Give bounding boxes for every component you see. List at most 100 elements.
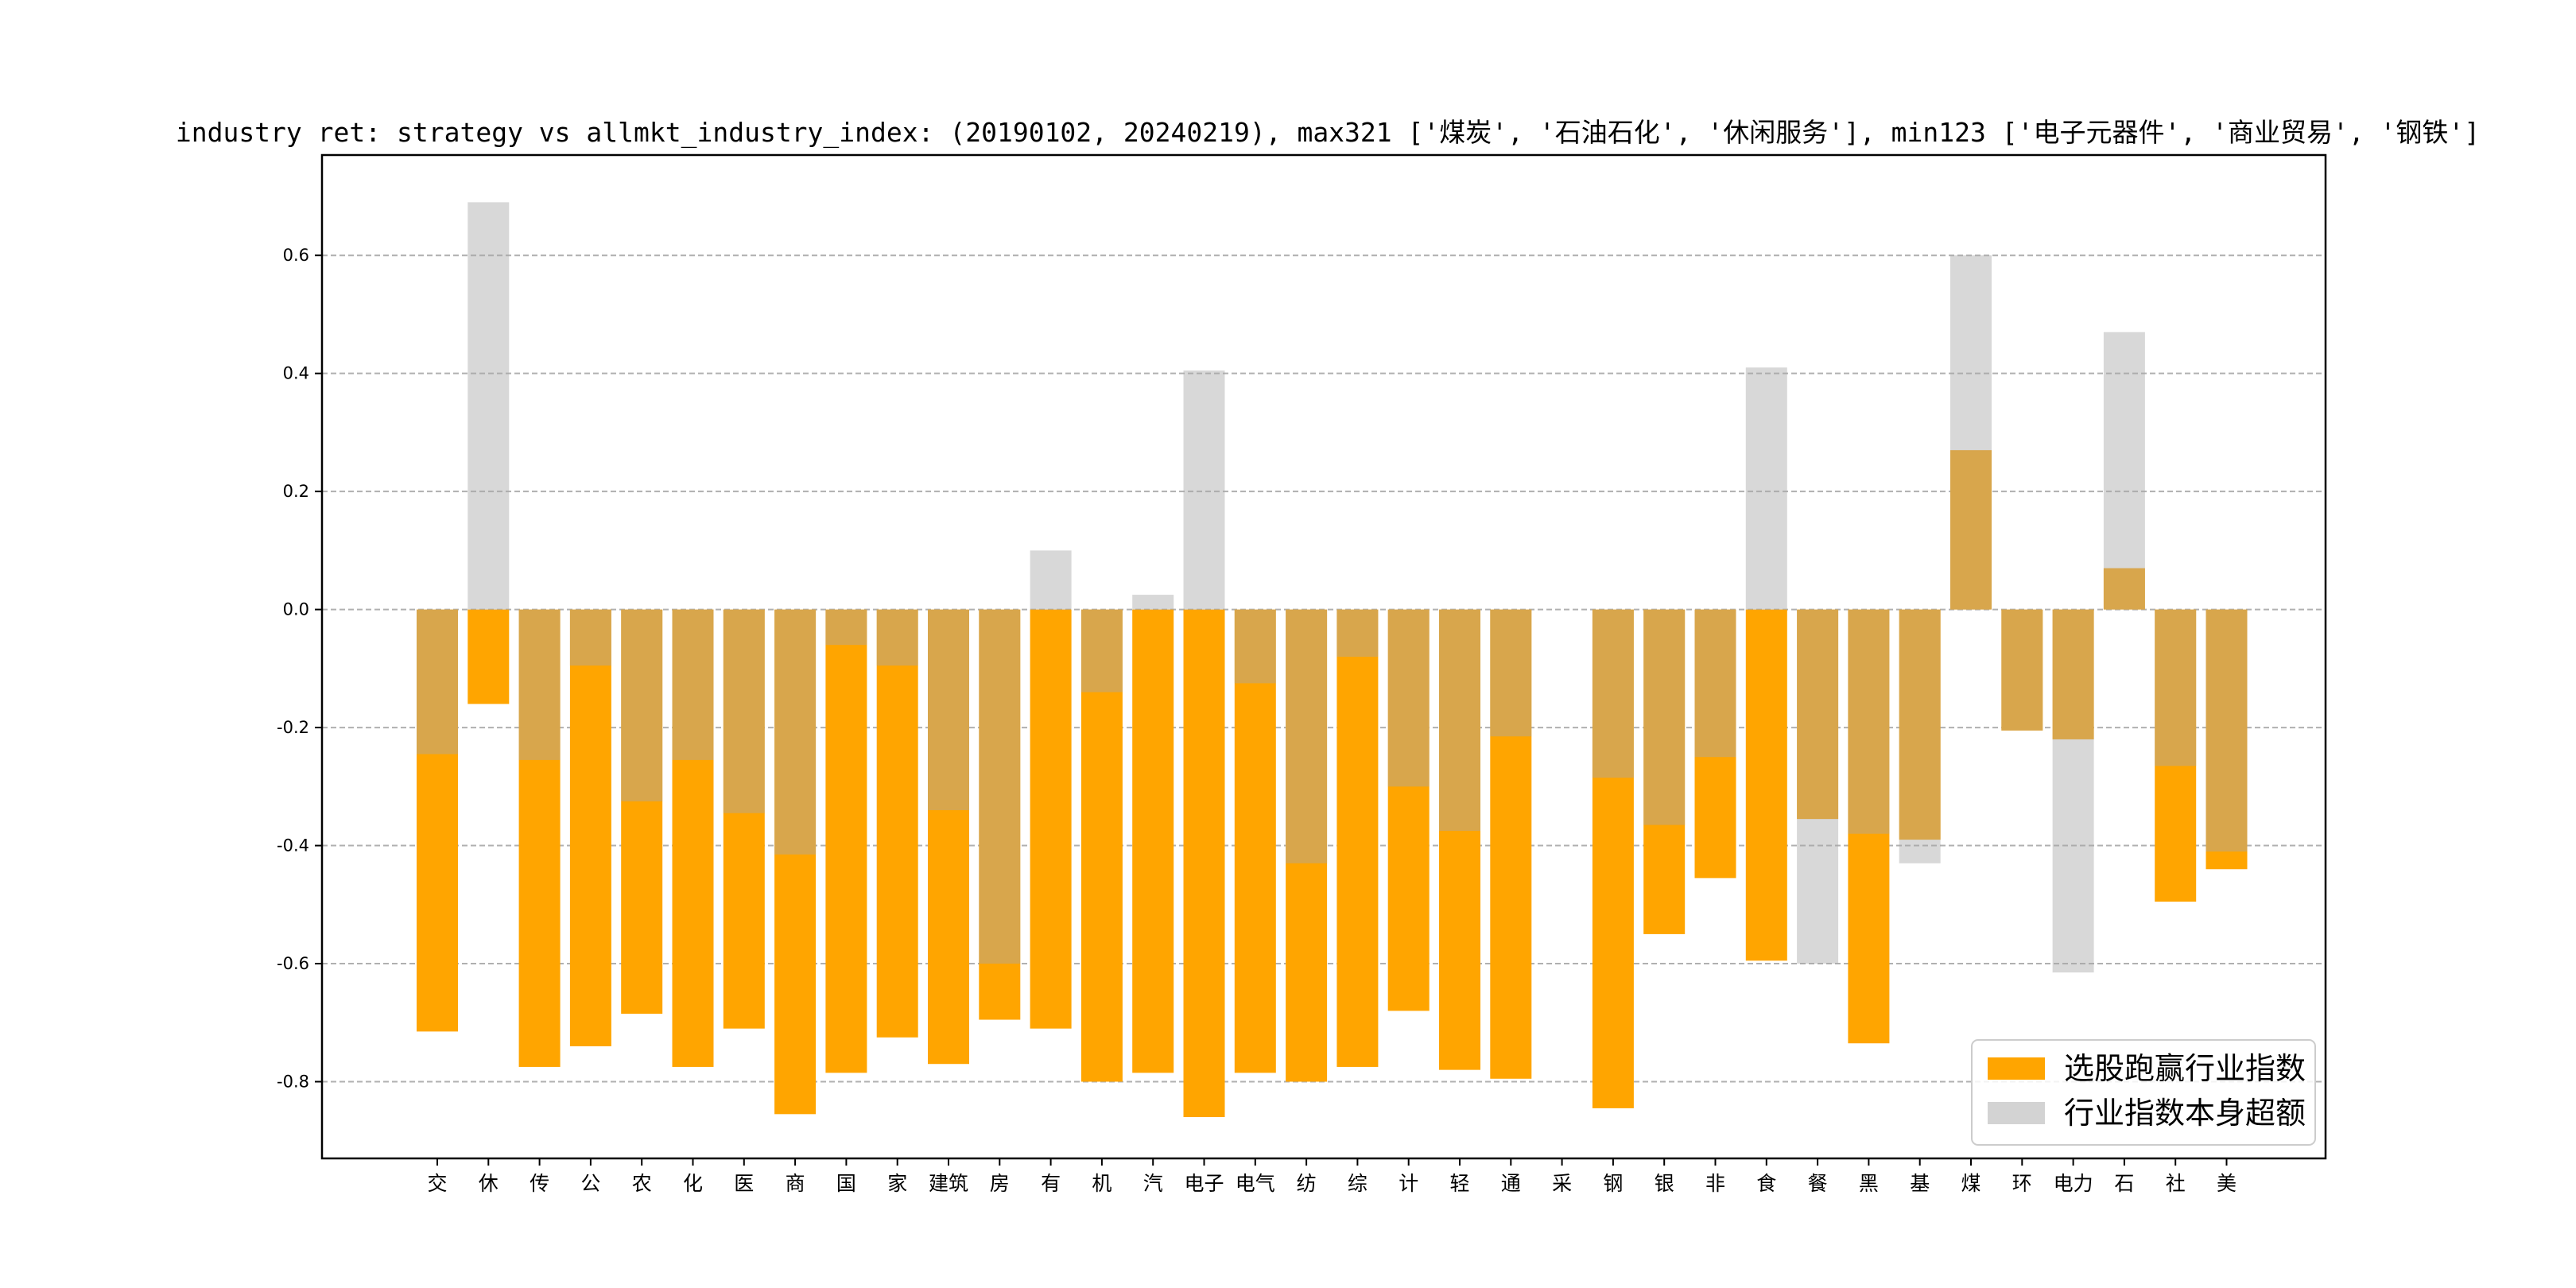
y-tick-label: 0.6 bbox=[283, 246, 309, 265]
bar-index-excess bbox=[825, 609, 867, 646]
x-tick-label: 银 bbox=[1655, 1172, 1674, 1195]
x-tick-label: 通 bbox=[1501, 1172, 1521, 1195]
bar-index-excess bbox=[1797, 609, 1839, 964]
bar-index-excess bbox=[1234, 609, 1276, 684]
legend-frame bbox=[1971, 1039, 2316, 1146]
bar-strategy bbox=[876, 609, 918, 1038]
bar-strategy bbox=[1899, 609, 1941, 840]
bar-strategy bbox=[1745, 609, 1787, 961]
bar-index-excess bbox=[2206, 609, 2248, 852]
x-tick-label: 美 bbox=[2217, 1172, 2237, 1195]
x-tick-label: 有 bbox=[1041, 1172, 1061, 1195]
bar-index-excess bbox=[1848, 609, 1890, 834]
legend-swatch bbox=[1988, 1057, 2045, 1080]
bar-index-excess bbox=[1899, 609, 1941, 863]
bar-index-excess bbox=[876, 609, 918, 666]
bar-index-excess bbox=[1387, 609, 1430, 787]
x-tick-label: 交 bbox=[427, 1172, 447, 1195]
x-tick-label: 化 bbox=[683, 1172, 703, 1195]
bar-strategy bbox=[672, 609, 714, 1067]
x-tick-label: 医 bbox=[734, 1172, 754, 1195]
bar-strategy bbox=[2206, 609, 2248, 870]
bar-index-excess bbox=[1336, 609, 1379, 657]
bar-index-excess bbox=[1694, 609, 1736, 758]
x-tick-label: 国 bbox=[836, 1172, 856, 1195]
x-tick-label: 房 bbox=[990, 1172, 1010, 1195]
bar-index-excess bbox=[1643, 609, 1686, 825]
bar-strategy bbox=[928, 609, 969, 1065]
bar-strategy bbox=[1950, 450, 1992, 610]
legend-label: 选股跑赢行业指数 bbox=[2064, 1051, 2306, 1086]
x-tick-label: 钢 bbox=[1603, 1172, 1623, 1195]
bar-index-excess bbox=[1745, 367, 1787, 610]
bar-index-excess bbox=[1183, 370, 1225, 610]
bar-strategy bbox=[2103, 568, 2145, 610]
y-tick-label: -0.2 bbox=[277, 718, 309, 737]
chart-title: industry ret: strategy vs allmkt_industr… bbox=[176, 117, 2480, 149]
x-tick-label: 综 bbox=[1348, 1172, 1368, 1195]
bar-strategy bbox=[1592, 609, 1634, 1108]
x-tick-label: 石 bbox=[2114, 1172, 2134, 1195]
bar-strategy bbox=[518, 609, 561, 1067]
x-tick-label: 电力 bbox=[2054, 1172, 2093, 1195]
bar-strategy bbox=[1797, 609, 1839, 820]
bar-strategy bbox=[1080, 609, 1123, 1082]
bar-strategy bbox=[417, 609, 458, 1032]
x-tick-label: 建筑 bbox=[929, 1172, 968, 1195]
plot-frame bbox=[320, 153, 2327, 1160]
x-tick-label: 基 bbox=[1910, 1172, 1930, 1195]
legend: 选股跑赢行业指数 行业指数本身超额 bbox=[1971, 1039, 2316, 1146]
x-tick-label: 家 bbox=[887, 1172, 907, 1195]
bar-strategy bbox=[1439, 609, 1480, 1070]
bar-strategy bbox=[1030, 609, 1072, 1029]
x-tick-label: 社 bbox=[2166, 1172, 2186, 1195]
y-tick-label: 0.4 bbox=[283, 364, 309, 383]
bar-index-excess bbox=[1950, 255, 1992, 610]
bar-index-excess bbox=[1132, 595, 1174, 610]
bar-strategy bbox=[1234, 609, 1276, 1073]
bars bbox=[417, 202, 2248, 1118]
bar-index-excess bbox=[2001, 609, 2043, 731]
bar-strategy bbox=[569, 609, 611, 1046]
x-axis: 交 休 传 公 农 化 医 商 国 家建筑房 有 机 汽电子 电气纺 综 计 轻 通 采 钢 银 非 食 餐 黑 基 煤 环电力石 社 美 bbox=[427, 1158, 2237, 1195]
y-tick-label: -0.8 bbox=[277, 1072, 309, 1091]
bar-index-excess bbox=[2103, 332, 2145, 610]
y-tick-label: -0.4 bbox=[277, 836, 309, 855]
bar-strategy bbox=[1387, 609, 1430, 1011]
bar-index-excess bbox=[1286, 609, 1328, 863]
bar-strategy bbox=[1848, 609, 1890, 1044]
bar-strategy bbox=[1490, 609, 1532, 1079]
bar-index-excess bbox=[2155, 609, 2197, 766]
bar-index-excess bbox=[518, 609, 561, 760]
y-tick-label: 0.2 bbox=[283, 482, 309, 501]
x-tick-label: 黑 bbox=[1859, 1172, 1879, 1195]
bar-index-excess bbox=[672, 609, 714, 760]
x-tick-label: 电气 bbox=[1236, 1172, 1275, 1195]
bar-index-excess bbox=[979, 609, 1021, 964]
bar-index-excess bbox=[1592, 609, 1634, 778]
bar-strategy bbox=[1336, 609, 1379, 1067]
bar-index-excess bbox=[1439, 609, 1480, 831]
bar-strategy bbox=[2155, 609, 2197, 902]
x-tick-label: 煤 bbox=[1961, 1172, 1980, 1195]
bar-strategy bbox=[467, 609, 510, 704]
bar-strategy bbox=[1183, 609, 1225, 1118]
bar-strategy bbox=[1643, 609, 1686, 934]
y-tick-label: 0.0 bbox=[283, 600, 309, 619]
bar-index-excess bbox=[1080, 609, 1123, 692]
bar-strategy bbox=[1286, 609, 1328, 1082]
x-tick-label: 非 bbox=[1705, 1172, 1725, 1195]
bar-strategy bbox=[1694, 609, 1736, 879]
bar-index-excess bbox=[723, 609, 765, 813]
legend-swatch bbox=[1988, 1102, 2045, 1124]
bar-strategy bbox=[774, 609, 817, 1115]
bar-index-excess bbox=[2052, 609, 2094, 973]
x-tick-label: 环 bbox=[2012, 1172, 2032, 1195]
x-tick-label: 农 bbox=[632, 1172, 652, 1195]
bar-strategy bbox=[979, 609, 1021, 1020]
x-tick-label: 传 bbox=[530, 1172, 549, 1195]
legend-label: 行业指数本身超额 bbox=[2064, 1096, 2306, 1131]
x-tick-label: 公 bbox=[580, 1172, 600, 1195]
x-tick-label: 纺 bbox=[1297, 1172, 1317, 1195]
bar-index-excess bbox=[928, 609, 969, 811]
